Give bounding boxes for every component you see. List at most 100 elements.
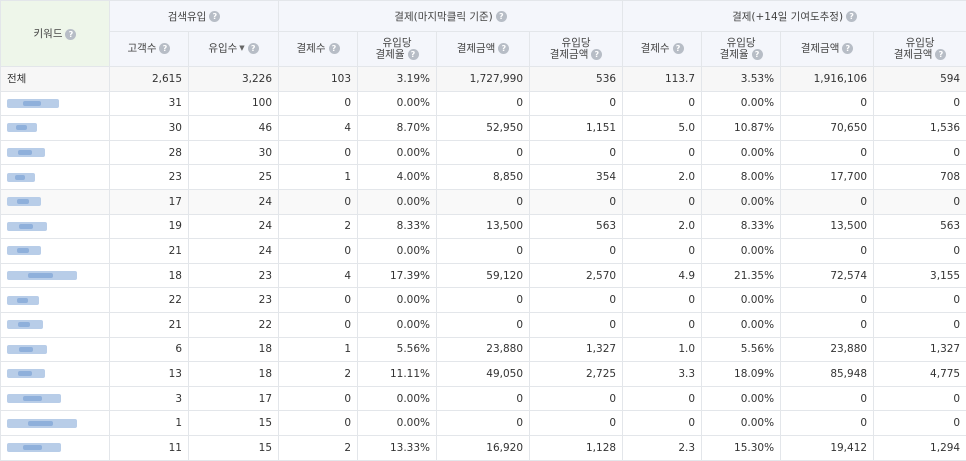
cell-value: 13.33% <box>358 435 437 460</box>
cell-value: 0 <box>874 91 966 116</box>
blurred-keyword[interactable] <box>7 320 43 329</box>
pay-count-est-column-header[interactable]: 결제수? <box>623 32 702 67</box>
cell-value: 22 <box>110 288 189 313</box>
cell-value: 24 <box>189 189 279 214</box>
help-icon[interactable]: ? <box>846 11 857 22</box>
cell-value: 0.00% <box>702 189 781 214</box>
pay-amount-column-header[interactable]: 결제금액? <box>437 32 530 67</box>
customers-column-header[interactable]: 고객수? <box>110 32 189 67</box>
keyword-column-header[interactable]: 키워드? <box>1 1 110 67</box>
blurred-keyword[interactable] <box>7 443 61 452</box>
keyword-cell[interactable] <box>1 239 110 264</box>
cell-value: 0 <box>437 411 530 436</box>
keyword-cell[interactable] <box>1 140 110 165</box>
help-icon[interactable]: ? <box>498 43 509 54</box>
cell-value: 13 <box>110 362 189 387</box>
blurred-keyword[interactable] <box>7 222 47 231</box>
keyword-cell[interactable] <box>1 288 110 313</box>
keyword-cell[interactable] <box>1 91 110 116</box>
inflow-column-header[interactable]: 유입수▼? <box>189 32 279 67</box>
help-icon[interactable]: ? <box>752 49 763 60</box>
cell-value: 0 <box>530 239 623 264</box>
cell-value: 2,615 <box>110 67 189 92</box>
keyword-cell[interactable] <box>1 116 110 141</box>
help-icon[interactable]: ? <box>673 43 684 54</box>
help-icon[interactable]: ? <box>159 43 170 54</box>
cell-value: 0 <box>874 189 966 214</box>
blurred-keyword[interactable] <box>7 419 77 428</box>
cell-value: 563 <box>874 214 966 239</box>
blurred-keyword[interactable] <box>7 197 41 206</box>
help-icon[interactable]: ? <box>329 43 340 54</box>
keyword-cell[interactable] <box>1 362 110 387</box>
cell-value: 0 <box>874 288 966 313</box>
cell-value: 0 <box>874 386 966 411</box>
pay-count-column-header[interactable]: 결제수? <box>279 32 358 67</box>
help-icon[interactable]: ? <box>496 11 507 22</box>
search-inflow-group-header: 검색유입? <box>110 1 279 32</box>
help-icon[interactable]: ? <box>935 49 946 60</box>
help-icon[interactable]: ? <box>842 43 853 54</box>
cell-value: 4,775 <box>874 362 966 387</box>
help-icon[interactable]: ? <box>591 49 602 60</box>
cell-value: 23 <box>189 263 279 288</box>
blurred-keyword[interactable] <box>7 296 39 305</box>
help-icon[interactable]: ? <box>248 43 259 54</box>
keyword-cell[interactable] <box>1 214 110 239</box>
blurred-keyword[interactable] <box>7 246 41 255</box>
cell-value: 0.00% <box>358 239 437 264</box>
cell-value: 0 <box>437 239 530 264</box>
keyword-cell[interactable] <box>1 411 110 436</box>
keyword-cell[interactable] <box>1 263 110 288</box>
sort-desc-icon[interactable]: ▼ <box>239 44 244 52</box>
keyword-cell[interactable] <box>1 312 110 337</box>
blurred-keyword[interactable] <box>7 394 61 403</box>
blurred-keyword[interactable] <box>7 173 35 182</box>
blurred-keyword[interactable] <box>7 271 77 280</box>
blurred-keyword[interactable] <box>7 123 37 132</box>
help-icon[interactable]: ? <box>209 11 220 22</box>
blurred-keyword[interactable] <box>7 369 45 378</box>
pay-amount-est-column-header[interactable]: 결제금액? <box>781 32 874 67</box>
cell-value: 59,120 <box>437 263 530 288</box>
keyword-cell[interactable] <box>1 435 110 460</box>
cell-value: 0.00% <box>702 239 781 264</box>
cell-value: 0 <box>781 411 874 436</box>
help-icon[interactable]: ? <box>65 29 76 40</box>
cell-value: 0 <box>623 312 702 337</box>
cell-value: 46 <box>189 116 279 141</box>
keyword-cell[interactable] <box>1 386 110 411</box>
cell-value: 0 <box>623 411 702 436</box>
help-icon[interactable]: ? <box>408 49 419 60</box>
blurred-keyword[interactable] <box>7 345 47 354</box>
blurred-keyword[interactable] <box>7 148 45 157</box>
cell-value: 1 <box>110 411 189 436</box>
cell-value: 563 <box>530 214 623 239</box>
blurred-keyword[interactable] <box>7 99 59 108</box>
keyword-cell[interactable] <box>1 165 110 190</box>
cell-value: 18.09% <box>702 362 781 387</box>
cell-value: 1.0 <box>623 337 702 362</box>
keyword-cell[interactable] <box>1 337 110 362</box>
keyword-cell[interactable] <box>1 189 110 214</box>
cell-value: 16,920 <box>437 435 530 460</box>
